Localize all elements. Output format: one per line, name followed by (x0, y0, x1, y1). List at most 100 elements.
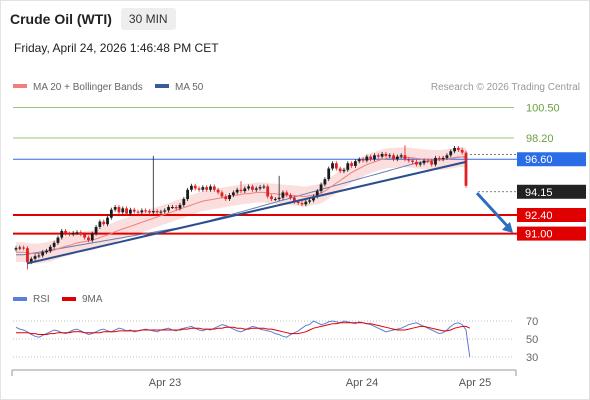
candle-body (331, 163, 334, 169)
title-row: Crude Oil (WTI) 30 MIN (10, 7, 176, 31)
candle-body (289, 195, 292, 198)
candle-body (262, 186, 266, 188)
candle-body (94, 226, 98, 234)
candle-body (266, 186, 270, 197)
candle-body (243, 188, 247, 192)
candle-body (117, 207, 121, 213)
rsi-legend-label: RSI (33, 294, 50, 305)
candle-body (273, 199, 277, 201)
candle-body (449, 151, 453, 156)
candle-body (186, 189, 190, 200)
candle-body (277, 197, 281, 200)
candle-body (48, 246, 52, 251)
candle-body (75, 232, 79, 234)
rsi-ma-line (16, 322, 471, 335)
resistance-label: 100.50 (526, 102, 560, 114)
candle-body (251, 186, 254, 190)
candle-body (426, 160, 430, 162)
credit-text: Research © 2026 Trading Central (431, 82, 580, 93)
candle-body (456, 147, 460, 150)
candle-body (373, 155, 376, 160)
candle-body (418, 163, 422, 165)
rsi-line (15, 320, 471, 358)
candle-body (247, 186, 251, 189)
candle-body (231, 192, 235, 196)
rsi-tick-label: 70 (526, 316, 538, 328)
candle-body (216, 189, 220, 193)
candle-body (228, 195, 231, 200)
rsi-ma-legend-label: 9MA (82, 294, 103, 305)
candles (14, 145, 468, 270)
candle-body (83, 234, 87, 238)
candle-body (312, 196, 315, 201)
candle-body (407, 159, 411, 161)
candle-body (121, 208, 125, 213)
candle-body (315, 191, 319, 197)
candle-body (140, 210, 144, 213)
candle-body (29, 258, 33, 263)
candle-body (79, 232, 83, 235)
rsi-tick-label: 30 (526, 352, 538, 364)
support-badge (517, 226, 586, 241)
candle-body (41, 252, 45, 256)
candle-body (106, 217, 109, 225)
support-label: 92.40 (525, 210, 553, 222)
candle-body (60, 230, 64, 238)
candle-body (212, 186, 216, 190)
ma20-legend-swatch (13, 84, 27, 88)
main-legend: MA 20 + Bollinger Bands MA 50 Research ©… (13, 82, 580, 93)
ma50-legend-swatch (155, 84, 169, 88)
candle-body (113, 207, 117, 210)
candle-body (304, 201, 308, 205)
forecast-arrow-shaft (475, 192, 511, 229)
candle-body (98, 221, 102, 227)
candle-body (239, 189, 243, 192)
trend-line (26, 160, 467, 265)
candle-body (182, 199, 186, 206)
candle-body (357, 159, 361, 162)
candle-body (209, 186, 212, 190)
candle-body (52, 242, 56, 247)
candle-body (201, 187, 205, 190)
candle-body (90, 233, 94, 241)
price-area: 100.50 98.20 96.60 94.15 92.40 91.00 (13, 102, 586, 270)
candle-body (300, 203, 304, 205)
candle-body (346, 163, 350, 170)
rsi-ma-legend-swatch (62, 297, 76, 301)
candle-body (174, 207, 178, 209)
candle-body (14, 248, 18, 250)
candle-body (178, 205, 182, 209)
support-badge (517, 208, 586, 222)
candle-body (56, 237, 60, 243)
rsi-legend: RSI 9MA (13, 294, 103, 305)
ma20-line (16, 156, 467, 254)
x-tick-label: Apr 23 (149, 377, 181, 389)
ma50-line (16, 156, 467, 256)
candle-body (354, 161, 357, 166)
candle-body (464, 152, 468, 186)
candle-body (190, 185, 193, 190)
ma20-legend-label: MA 20 + Bollinger Bands (33, 82, 143, 93)
interval-button[interactable]: 30 MIN (120, 8, 176, 30)
candle-body (430, 161, 434, 165)
candle-body (224, 196, 228, 200)
candle-body (296, 201, 300, 204)
candle-body (64, 230, 67, 234)
current-price-label: 96.60 (525, 154, 553, 166)
candle-body (102, 221, 106, 225)
pivot-badge (517, 184, 586, 199)
candle-body (380, 153, 384, 157)
forecast-arrow-head (502, 221, 513, 233)
candle-body (460, 149, 464, 153)
chart-title: Crude Oil (WTI) (10, 11, 112, 27)
pivot-label: 94.15 (525, 187, 553, 199)
candle-body (415, 161, 418, 165)
x-tick-label: Apr 25 (459, 377, 491, 389)
candle-body (109, 209, 113, 218)
candle-body (453, 147, 456, 152)
candle-body (170, 207, 174, 209)
support-label: 91.00 (525, 229, 553, 241)
candle-body (167, 207, 170, 211)
candle-body (342, 169, 346, 172)
candle-body (434, 157, 437, 165)
